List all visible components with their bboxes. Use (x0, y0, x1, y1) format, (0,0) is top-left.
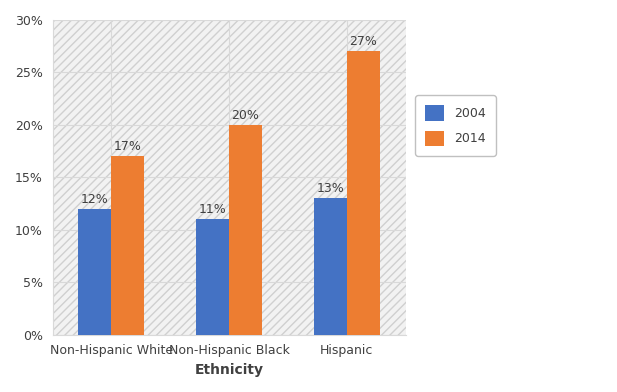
X-axis label: Ethnicity: Ethnicity (194, 363, 263, 377)
Bar (314, 198, 347, 335)
Bar (196, 220, 229, 335)
Bar (78, 209, 112, 335)
Bar (347, 51, 379, 335)
FancyBboxPatch shape (52, 20, 405, 335)
Text: 12%: 12% (81, 193, 109, 206)
Text: 17%: 17% (114, 140, 142, 153)
Text: 11%: 11% (199, 203, 226, 216)
Text: 27%: 27% (349, 35, 377, 48)
Bar (229, 125, 262, 335)
Bar (112, 156, 144, 335)
Text: 13%: 13% (317, 182, 344, 195)
Legend: 2004, 2014: 2004, 2014 (415, 96, 496, 156)
Text: 20%: 20% (231, 109, 260, 122)
